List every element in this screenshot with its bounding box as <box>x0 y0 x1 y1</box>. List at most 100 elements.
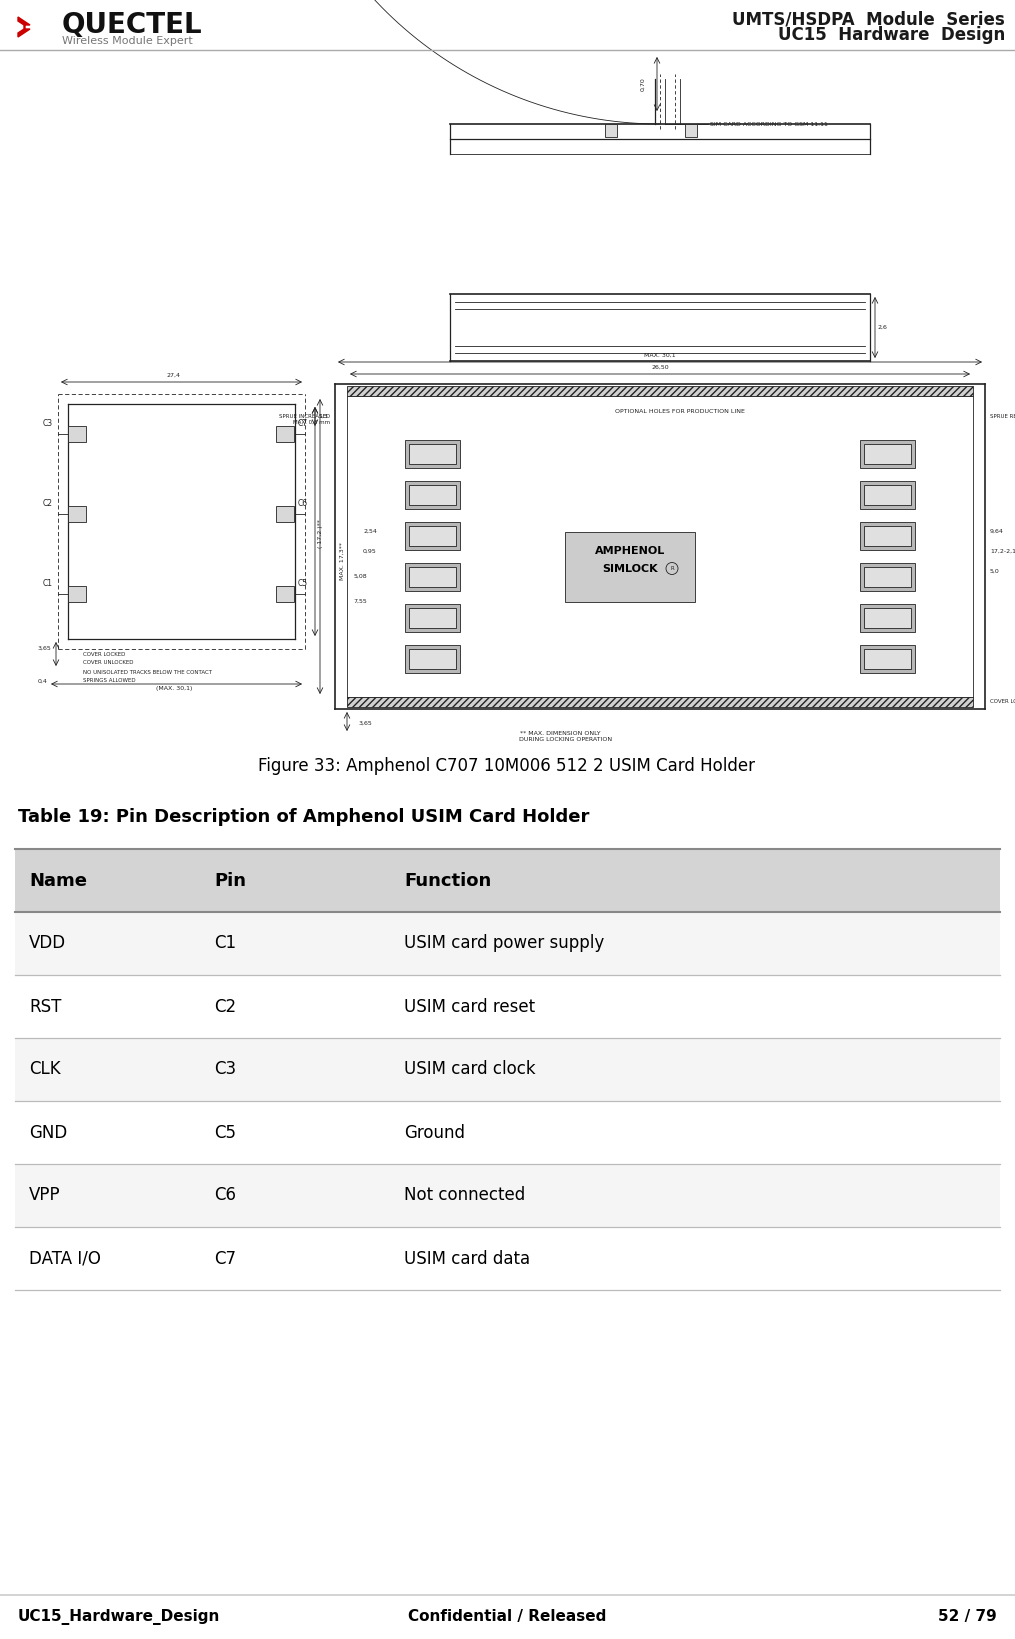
Bar <box>409 444 456 464</box>
Text: AMPHENOL: AMPHENOL <box>595 546 665 557</box>
Text: ( 17,2 )**: ( 17,2 )** <box>318 520 323 549</box>
Text: 0,95: 0,95 <box>363 549 377 554</box>
Text: Table 19: Pin Description of Amphenol USIM Card Holder: Table 19: Pin Description of Amphenol US… <box>18 808 590 826</box>
Text: OPTIONAL HOLES FOR PRODUCTION LINE: OPTIONAL HOLES FOR PRODUCTION LINE <box>615 410 745 415</box>
Bar <box>860 646 915 674</box>
Bar <box>15 1164 1000 1228</box>
Bar <box>860 564 915 592</box>
Text: VDD: VDD <box>29 934 66 952</box>
Bar <box>405 521 460 551</box>
Bar <box>860 439 915 469</box>
Bar <box>685 125 697 138</box>
Text: Name: Name <box>29 872 87 890</box>
Bar <box>15 1228 1000 1290</box>
Text: C6: C6 <box>214 1187 236 1205</box>
Bar <box>405 646 460 674</box>
Bar <box>605 125 617 138</box>
Bar <box>15 911 1000 975</box>
Bar <box>15 975 1000 1037</box>
Text: 9,64: 9,64 <box>990 529 1004 534</box>
Text: 0,4: 0,4 <box>38 679 48 683</box>
Bar <box>864 567 911 587</box>
Text: USIM card power supply: USIM card power supply <box>404 934 604 952</box>
Text: 52 / 79: 52 / 79 <box>938 1609 997 1624</box>
Text: (MAX. 30,1): (MAX. 30,1) <box>156 687 192 692</box>
Bar <box>409 649 456 669</box>
Bar <box>860 480 915 510</box>
Bar <box>405 605 460 633</box>
Bar <box>68 506 86 521</box>
Text: MAX. 30,1: MAX. 30,1 <box>645 352 676 357</box>
Text: C1: C1 <box>214 934 236 952</box>
Text: 7,55: 7,55 <box>353 598 366 605</box>
Text: C3: C3 <box>214 1060 236 1078</box>
Bar <box>864 444 911 464</box>
Text: 27,4: 27,4 <box>167 374 181 379</box>
Text: USIM card data: USIM card data <box>404 1249 530 1267</box>
Text: 5,0: 5,0 <box>990 569 1000 574</box>
Text: Wireless Module Expert: Wireless Module Expert <box>62 36 193 46</box>
Bar <box>68 426 86 443</box>
Polygon shape <box>18 16 30 38</box>
Text: COVER LOCKED: COVER LOCKED <box>990 698 1015 705</box>
Text: GND: GND <box>29 1123 67 1141</box>
Bar <box>347 697 973 706</box>
Text: 26,50: 26,50 <box>652 365 669 370</box>
Bar <box>565 531 695 602</box>
Bar <box>409 526 456 546</box>
Text: UMTS/HSDPA  Module  Series: UMTS/HSDPA Module Series <box>732 10 1005 28</box>
Text: VPP: VPP <box>29 1187 61 1205</box>
Text: 3,65: 3,65 <box>358 721 371 726</box>
Text: SPRUE INCREASED
MAX. 0,8 mm: SPRUE INCREASED MAX. 0,8 mm <box>279 415 330 425</box>
Bar <box>864 649 911 669</box>
Text: C5: C5 <box>214 1123 236 1141</box>
Text: C2: C2 <box>43 498 53 508</box>
Bar <box>409 608 456 628</box>
Text: C7: C7 <box>214 1249 236 1267</box>
Text: ** MAX. DIMENSION ONLY
      DURING LOCKING OPERATION: ** MAX. DIMENSION ONLY DURING LOCKING OP… <box>508 731 613 742</box>
Bar <box>15 1101 1000 1164</box>
Text: SIM CARD ACCORDING TO GSM 11.11: SIM CARD ACCORDING TO GSM 11.11 <box>710 121 828 126</box>
Text: Function: Function <box>404 872 491 890</box>
Bar <box>864 608 911 628</box>
Bar <box>15 1037 1000 1101</box>
Text: RST: RST <box>29 998 61 1016</box>
Text: UC15_Hardware_Design: UC15_Hardware_Design <box>18 1609 220 1624</box>
Text: 1,3: 1,3 <box>318 413 328 418</box>
Text: Confidential / Released: Confidential / Released <box>408 1609 606 1624</box>
Text: CLK: CLK <box>29 1060 61 1078</box>
Text: COVER LOCKED: COVER LOCKED <box>83 652 126 657</box>
Text: SPRINGS ALLOWED: SPRINGS ALLOWED <box>83 679 136 683</box>
Bar <box>409 567 456 587</box>
Text: 2,6: 2,6 <box>878 325 888 329</box>
Text: SIMLOCK: SIMLOCK <box>602 564 658 574</box>
Text: C6: C6 <box>298 498 309 508</box>
Text: R: R <box>670 565 674 570</box>
Text: QUECTEL: QUECTEL <box>62 11 203 39</box>
Bar <box>15 849 1000 911</box>
Bar <box>864 526 911 546</box>
Text: Pin: Pin <box>214 872 246 890</box>
Text: C2: C2 <box>214 998 236 1016</box>
Text: COVER UNLOCKED: COVER UNLOCKED <box>83 661 134 665</box>
Bar <box>276 506 294 521</box>
Text: 0,70: 0,70 <box>640 77 645 90</box>
Bar <box>860 605 915 633</box>
Text: C5: C5 <box>298 579 309 588</box>
Text: 3,65: 3,65 <box>38 646 52 651</box>
Bar <box>276 587 294 602</box>
Text: 17,2-2,1: 17,2-2,1 <box>990 549 1015 554</box>
Text: Ground: Ground <box>404 1123 465 1141</box>
Text: USIM card reset: USIM card reset <box>404 998 535 1016</box>
Text: Figure 33: Amphenol C707 10M006 512 2 USIM Card Holder: Figure 33: Amphenol C707 10M006 512 2 US… <box>259 757 755 775</box>
Text: NO UNISOLATED TRACKS BELOW THE CONTACT: NO UNISOLATED TRACKS BELOW THE CONTACT <box>83 670 212 675</box>
Text: Not connected: Not connected <box>404 1187 525 1205</box>
Bar <box>405 480 460 510</box>
Text: C3: C3 <box>43 420 53 428</box>
Text: MAX. 17,3**: MAX. 17,3** <box>340 543 345 580</box>
Bar <box>405 439 460 469</box>
Text: UC15  Hardware  Design: UC15 Hardware Design <box>777 26 1005 44</box>
Bar <box>347 387 973 397</box>
Bar <box>276 426 294 443</box>
Bar <box>68 587 86 602</box>
